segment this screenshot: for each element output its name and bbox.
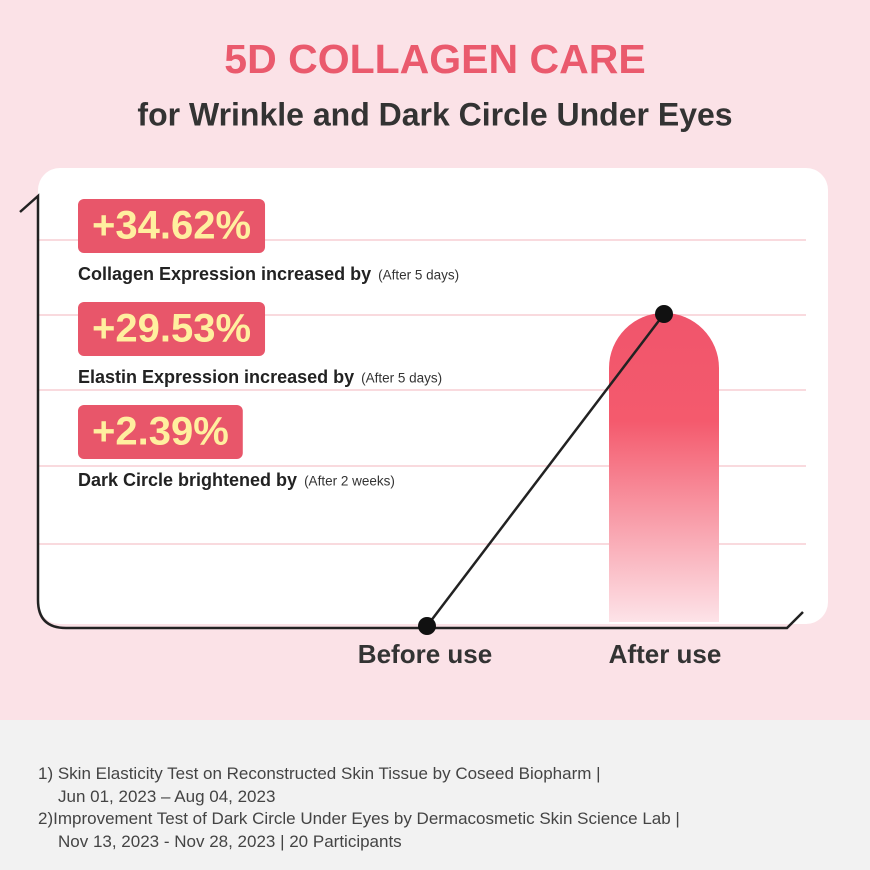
footnote-line: 1) Skin Elasticity Test on Reconstructed…	[38, 764, 601, 783]
badge	[78, 199, 266, 253]
stat-note: (After 5 days)	[378, 268, 459, 283]
axis-label: After use	[609, 639, 722, 669]
stat-note: (After 2 weeks)	[304, 474, 395, 489]
infographic: 5D COLLAGEN CARE for Wrinkle and Dark Ci…	[19, 36, 828, 669]
footnote: 1) Skin Elasticity Test on Reconstructed…	[38, 762, 601, 808]
trend-line	[426, 313, 665, 627]
stat-label: Dark Circle brightened by	[78, 470, 297, 490]
badge	[78, 302, 266, 356]
dot	[418, 617, 436, 635]
stat-value: +29.53%	[92, 307, 251, 351]
title: 5D COLLAGEN CARE	[224, 36, 645, 82]
footnote-line: 2)Improvement Test of Dark Circle Under …	[38, 809, 680, 828]
dot	[655, 305, 673, 323]
footnote-line: Nov 13, 2023 - Nov 28, 2023 | 20 Partici…	[58, 832, 402, 851]
axes	[19, 193, 804, 630]
stat-value: +34.62%	[92, 204, 251, 248]
after-bar	[609, 313, 719, 622]
footnotes: 1) Skin Elasticity Test on Reconstructed…	[0, 720, 870, 870]
stat-note: (After 5 days)	[361, 371, 442, 386]
stat-label: Elastin Expression increased by	[78, 367, 354, 387]
subtitle: for Wrinkle and Dark Circle Under Eyes	[137, 96, 732, 132]
footnote: 2)Improvement Test of Dark Circle Under …	[38, 807, 680, 853]
badge	[78, 405, 243, 459]
stat-label: Collagen Expression increased by	[78, 264, 371, 284]
axis-label: Before use	[358, 639, 492, 669]
stats: +34.62% Collagen Expression increased by (…	[78, 199, 459, 490]
stat-value: +2.39%	[92, 410, 229, 454]
footnote-line: Jun 01, 2023 – Aug 04, 2023	[58, 787, 276, 806]
